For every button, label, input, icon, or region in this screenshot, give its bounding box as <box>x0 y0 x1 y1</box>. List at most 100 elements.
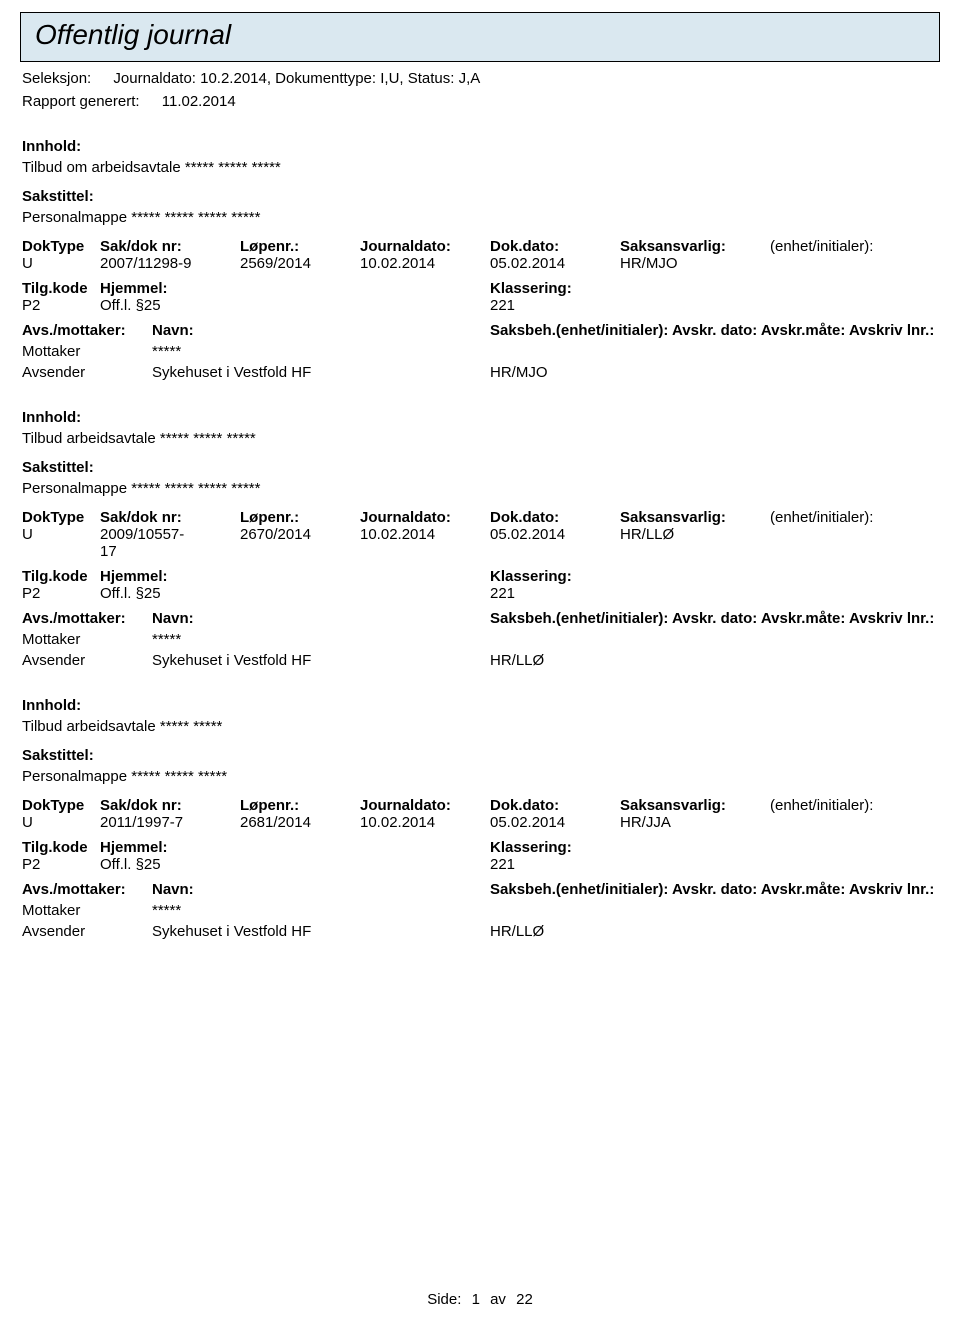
innhold-label: Innhold: <box>22 697 940 714</box>
page-total: 22 <box>516 1291 533 1308</box>
enhet-init-label: (enhet/initialer): <box>770 509 940 526</box>
dokdato-label: Dok.dato: <box>490 797 620 814</box>
mottaker-name: ***** <box>152 631 490 648</box>
saksansvarlig-value: HR/JJA <box>620 814 770 831</box>
lopenr-label: Løpenr.: <box>240 238 360 255</box>
klassering-value: 221 <box>490 856 940 873</box>
klassering-label: Klassering: <box>490 839 940 856</box>
rapport-value: 11.02.2014 <box>162 93 236 110</box>
sakdok-value: 2007/11298-9 <box>100 255 240 272</box>
sakdok-label: Sak/dok nr: <box>100 238 240 255</box>
tilgkode-value: P2 <box>22 585 100 602</box>
dokdato-value: 05.02.2014 <box>490 255 620 272</box>
seleksjon-row: Seleksjon: Journaldato: 10.2.2014, Dokum… <box>22 70 940 87</box>
sakdok-value: 2009/10557-17 <box>100 526 240 560</box>
avs-mottaker-label: Avs./mottaker: <box>22 881 152 898</box>
side-label: Side: <box>427 1291 461 1308</box>
saksansvarlig-label: Saksansvarlig: <box>620 509 770 526</box>
rapport-row: Rapport generert: 11.02.2014 <box>22 93 940 110</box>
mottaker-role: Mottaker <box>22 902 152 919</box>
saksansvarlig-value: HR/LLØ <box>620 526 770 560</box>
hjemmel-value: Off.l. §25 <box>100 856 490 873</box>
hjemmel-label: Hjemmel: <box>100 568 490 585</box>
avsender-name: Sykehuset i Vestfold HF <box>152 923 490 940</box>
klassering-value: 221 <box>490 297 940 314</box>
tilgkode-value: P2 <box>22 856 100 873</box>
lopenr-value: 2681/2014 <box>240 814 360 831</box>
enhet-init-value <box>770 255 940 272</box>
saksansvarlig-value: HR/MJO <box>620 255 770 272</box>
dokdato-label: Dok.dato: <box>490 238 620 255</box>
doktype-value: U <box>22 814 100 831</box>
sakstittel-text: Personalmappe ***** ***** ***** ***** <box>22 480 940 497</box>
mottaker-saksbeh <box>490 902 940 919</box>
sakstittel-label: Sakstittel: <box>22 188 940 205</box>
doktype-value: U <box>22 255 100 272</box>
journaldato-value: 10.02.2014 <box>360 255 490 272</box>
mottaker-saksbeh <box>490 343 940 360</box>
avsender-name: Sykehuset i Vestfold HF <box>152 652 490 669</box>
journal-entry: Innhold: Tilbud arbeidsavtale ***** ****… <box>22 409 940 669</box>
lopenr-value: 2670/2014 <box>240 526 360 560</box>
klassering-label: Klassering: <box>490 280 940 297</box>
navn-label: Navn: <box>152 322 490 339</box>
navn-label: Navn: <box>152 881 490 898</box>
saksansvarlig-label: Saksansvarlig: <box>620 238 770 255</box>
tilgkode-label: Tilg.kode <box>22 568 100 585</box>
dokdato-value: 05.02.2014 <box>490 526 620 560</box>
enhet-init-value <box>770 526 940 560</box>
sakdok-label: Sak/dok nr: <box>100 797 240 814</box>
avsender-saksbeh: HR/LLØ <box>490 652 940 669</box>
navn-label: Navn: <box>152 610 490 627</box>
klassering-value: 221 <box>490 585 940 602</box>
klassering-label: Klassering: <box>490 568 940 585</box>
journaldato-value: 10.02.2014 <box>360 814 490 831</box>
seleksjon-label: Seleksjon: <box>22 70 91 87</box>
lopenr-label: Løpenr.: <box>240 797 360 814</box>
journal-entry: Innhold: Tilbud om arbeidsavtale ***** *… <box>22 138 940 381</box>
doktype-label: DokType <box>22 797 100 814</box>
mottaker-saksbeh <box>490 631 940 648</box>
mottaker-role: Mottaker <box>22 631 152 648</box>
enhet-init-label: (enhet/initialer): <box>770 797 940 814</box>
mottaker-role: Mottaker <box>22 343 152 360</box>
lopenr-value: 2569/2014 <box>240 255 360 272</box>
tilgkode-label: Tilg.kode <box>22 280 100 297</box>
journaldato-label: Journaldato: <box>360 509 490 526</box>
sakstittel-text: Personalmappe ***** ***** ***** ***** <box>22 209 940 226</box>
sakdok-label: Sak/dok nr: <box>100 509 240 526</box>
innhold-text: Tilbud arbeidsavtale ***** ***** ***** <box>22 430 940 447</box>
tilgkode-label: Tilg.kode <box>22 839 100 856</box>
dokdato-value: 05.02.2014 <box>490 814 620 831</box>
avsender-saksbeh: HR/LLØ <box>490 923 940 940</box>
saksbeh-label: Saksbeh.(enhet/initialer): Avskr. dato: … <box>490 881 940 898</box>
hjemmel-value: Off.l. §25 <box>100 297 490 314</box>
avs-mottaker-label: Avs./mottaker: <box>22 610 152 627</box>
hjemmel-label: Hjemmel: <box>100 839 490 856</box>
saksbeh-label: Saksbeh.(enhet/initialer): Avskr. dato: … <box>490 610 940 627</box>
hjemmel-value: Off.l. §25 <box>100 585 490 602</box>
saksbeh-label: Saksbeh.(enhet/initialer): Avskr. dato: … <box>490 322 940 339</box>
journaldato-value: 10.02.2014 <box>360 526 490 560</box>
avsender-role: Avsender <box>22 364 152 381</box>
page-footer: Side: 1 av 22 <box>0 1291 960 1308</box>
innhold-text: Tilbud arbeidsavtale ***** ***** <box>22 718 940 735</box>
avsender-role: Avsender <box>22 923 152 940</box>
mottaker-name: ***** <box>152 343 490 360</box>
innhold-label: Innhold: <box>22 409 940 426</box>
avsender-saksbeh: HR/MJO <box>490 364 940 381</box>
doktype-label: DokType <box>22 509 100 526</box>
sakstittel-label: Sakstittel: <box>22 459 940 476</box>
innhold-text: Tilbud om arbeidsavtale ***** ***** ****… <box>22 159 940 176</box>
journal-entry: Innhold: Tilbud arbeidsavtale ***** ****… <box>22 697 940 940</box>
sakstittel-text: Personalmappe ***** ***** ***** <box>22 768 940 785</box>
avsender-name: Sykehuset i Vestfold HF <box>152 364 490 381</box>
page-current: 1 <box>472 1291 480 1308</box>
dokdato-label: Dok.dato: <box>490 509 620 526</box>
sakstittel-label: Sakstittel: <box>22 747 940 764</box>
avs-mottaker-label: Avs./mottaker: <box>22 322 152 339</box>
mottaker-name: ***** <box>152 902 490 919</box>
lopenr-label: Løpenr.: <box>240 509 360 526</box>
journaldato-label: Journaldato: <box>360 238 490 255</box>
hjemmel-label: Hjemmel: <box>100 280 490 297</box>
